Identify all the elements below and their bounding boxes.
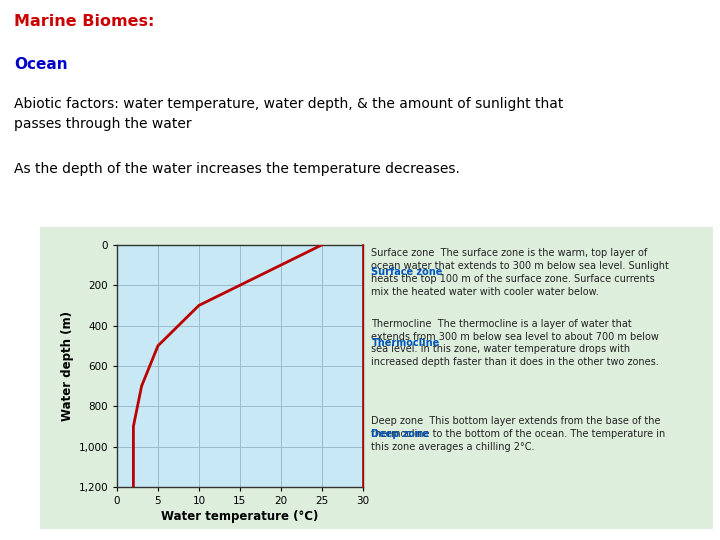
Text: Marine Biomes:: Marine Biomes: <box>14 14 155 29</box>
Text: Thermocline  The thermocline is a layer of water that
extends from 300 m below s: Thermocline The thermocline is a layer o… <box>372 319 660 367</box>
Text: Surface zone  The surface zone is the warm, top layer of
ocean water that extend: Surface zone The surface zone is the war… <box>372 248 670 296</box>
Text: Surface zone: Surface zone <box>372 267 443 278</box>
Text: As the depth of the water increases the temperature decreases.: As the depth of the water increases the … <box>14 162 460 176</box>
Text: Deep zone: Deep zone <box>372 429 429 439</box>
Y-axis label: Water depth (m): Water depth (m) <box>61 311 74 421</box>
Text: Thermocline: Thermocline <box>372 338 440 348</box>
Text: Deep zone  This bottom layer extends from the base of the
thermocline to the bot: Deep zone This bottom layer extends from… <box>372 416 665 451</box>
Text: Ocean: Ocean <box>14 57 68 72</box>
X-axis label: Water temperature (°C): Water temperature (°C) <box>161 510 318 523</box>
Text: Abiotic factors: water temperature, water depth, & the amount of sunlight that
p: Abiotic factors: water temperature, wate… <box>14 97 564 131</box>
